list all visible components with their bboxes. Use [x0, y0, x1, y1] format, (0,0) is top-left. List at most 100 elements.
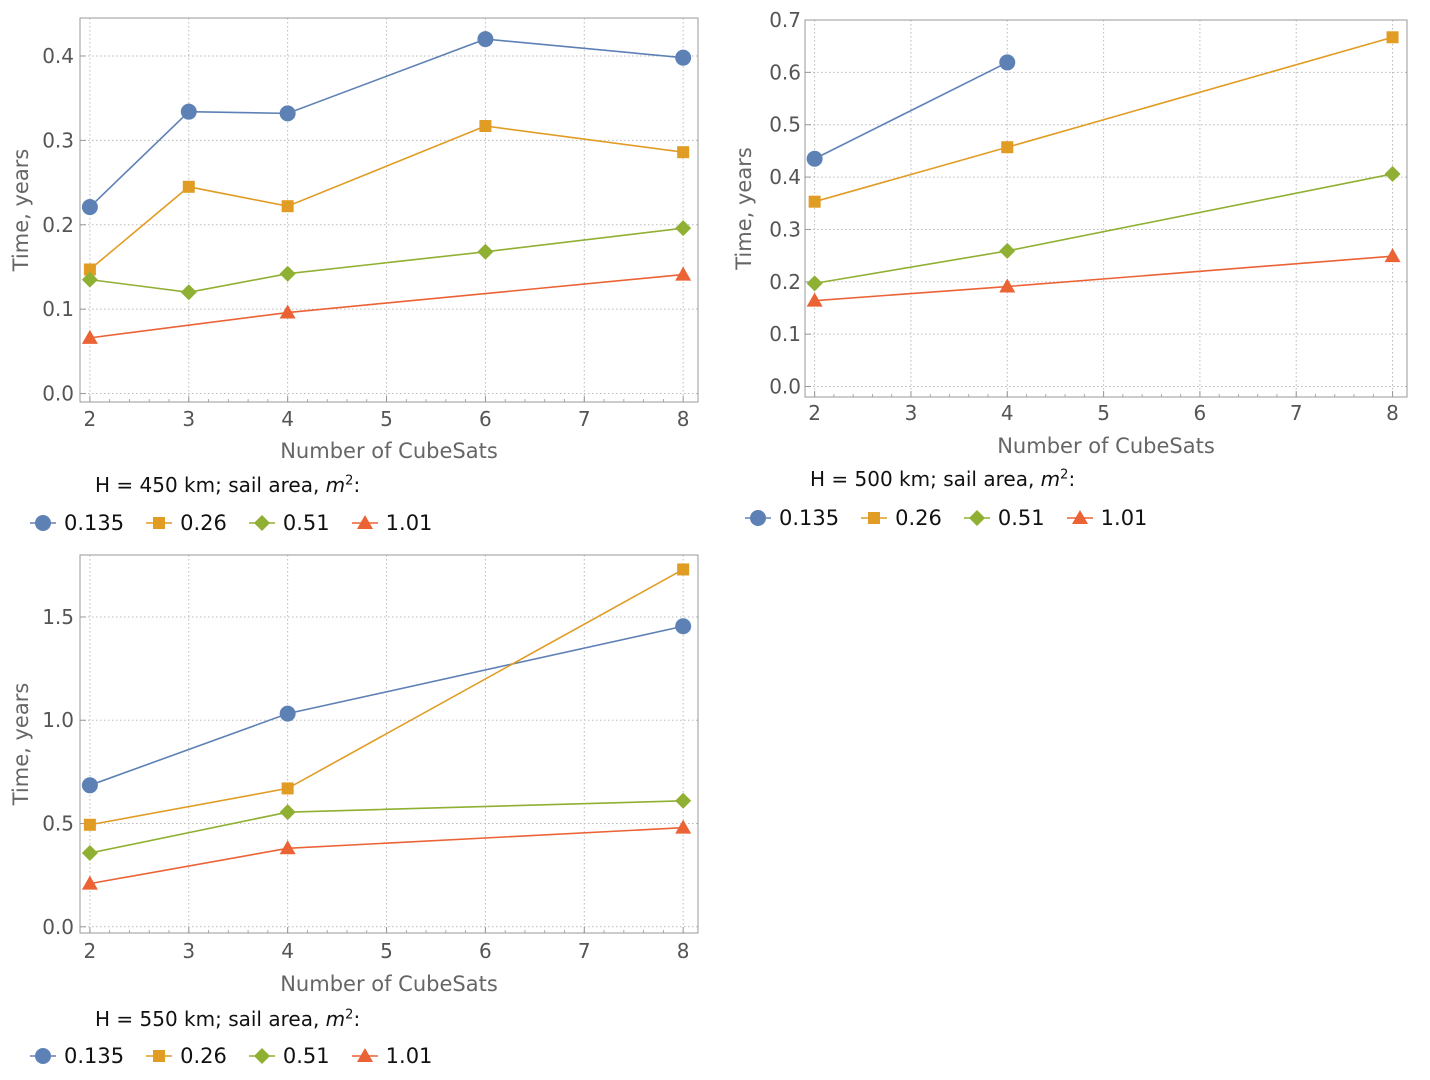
data-point-051 [180, 284, 197, 301]
series-051 [81, 792, 692, 862]
data-point-051 [999, 242, 1016, 259]
y-axis-label: Time, years [732, 147, 756, 271]
y-tick-label: 0.0 [769, 375, 801, 399]
chart-panel-550km: 2 3 4 5 6 7 8 0.0 0.5 1.0 1.5 Number of CubeSats Tim… [0, 540, 720, 1068]
x-tick-label: 3 [905, 401, 918, 425]
legend-marker-051 [248, 1048, 275, 1064]
data-point-0135 [279, 105, 296, 122]
data-point-051 [279, 804, 296, 821]
legend-symbol-101 [356, 515, 373, 529]
legend-title-exponent: 2 [345, 1007, 354, 1023]
x-axis-label: Number of CubeSats [280, 972, 498, 996]
plot-frame [79, 554, 699, 934]
legend-title-unit: m [1040, 467, 1061, 491]
series-101 [806, 248, 1401, 307]
legend-label: 0.51 [282, 1044, 330, 1068]
series-0135 [81, 618, 692, 794]
series-0135 [81, 31, 692, 216]
legend-label: 0.51 [997, 506, 1045, 530]
legend-title-500km: H = 500 km; sail area, m2: [810, 467, 1075, 491]
x-axis-label: Number of CubeSats [997, 434, 1215, 458]
y-tick-label: 0.1 [42, 297, 74, 321]
legend-symbol-026 [153, 517, 166, 529]
data-point-0135 [675, 49, 692, 66]
x-tick-label: 4 [1001, 401, 1014, 425]
legend-label: 0.135 [64, 511, 125, 535]
legend-marker-051 [248, 515, 275, 531]
legend-symbol-101 [356, 1048, 373, 1062]
legend-item-026: 0.26 [146, 1043, 227, 1069]
grid [80, 555, 698, 933]
legend-title-suffix: : [353, 473, 361, 497]
legend-title-exponent: 2 [1060, 467, 1069, 483]
data-point-101 [279, 304, 296, 319]
data-point-051 [279, 265, 296, 282]
data-point-026 [479, 120, 492, 133]
legend-title-exponent: 2 [345, 473, 354, 489]
legend-item-0135: 0.135 [30, 1043, 124, 1069]
legend-title-450km: H = 450 km; sail area, m2: [95, 473, 360, 497]
legend-title-prefix: H = 500 km; sail area, [810, 467, 1041, 491]
data-point-101 [999, 278, 1016, 293]
series-026 [83, 563, 690, 831]
legend-item-0135: 0.135 [30, 510, 124, 536]
legend-marker-101 [351, 1048, 378, 1062]
legend-label: 1.01 [1100, 506, 1148, 530]
data-point-0135 [81, 777, 98, 794]
data-point-051 [81, 845, 98, 862]
data-point-0135 [279, 705, 296, 722]
x-tick-label: 3 [182, 407, 195, 431]
data-point-051 [81, 271, 98, 288]
x-tick-label: 6 [1194, 401, 1207, 425]
x-tick-label: 6 [479, 407, 492, 431]
legend-marker-101 [351, 515, 378, 529]
y-tick-label: 1.0 [42, 708, 74, 732]
y-tick-label: 1.5 [42, 605, 74, 629]
series-line-101 [814, 255, 1393, 302]
legend-item-051: 0.51 [248, 510, 330, 536]
plot-frame [79, 17, 699, 403]
x-tick-label: 7 [578, 939, 591, 963]
legend-title-unit: m [325, 473, 346, 497]
x-tick-label: 5 [380, 939, 393, 963]
chart-500km: 2 3 4 5 6 7 8 0.0 0.1 0.2 0.3 0.4 0.5 0.6 0.7 Number of… [732, 8, 1408, 458]
x-tick-label: 4 [281, 407, 294, 431]
legend-label: 0.26 [895, 506, 942, 530]
data-point-026 [677, 146, 690, 159]
legend-item-026: 0.26 [861, 505, 942, 531]
data-point-101 [675, 819, 692, 834]
data-point-051 [1384, 165, 1401, 182]
chart-panel-450km: 2 3 4 5 6 7 8 0.0 0.1 0.2 0.3 0.4 Number of CubeSats… [0, 0, 720, 535]
x-tick-label: 2 [808, 401, 821, 425]
series-101 [81, 819, 692, 890]
series-051 [81, 220, 692, 301]
series-line-0135 [814, 61, 1008, 160]
series-026 [83, 120, 690, 276]
data-point-026 [1386, 31, 1399, 44]
legend-item-051: 0.51 [248, 1043, 330, 1069]
data-point-051 [675, 220, 692, 237]
y-tick-label: 0.6 [769, 60, 801, 84]
data-point-101 [81, 329, 98, 344]
x-axis-label: Number of CubeSats [280, 439, 498, 463]
series-line-026 [89, 125, 684, 271]
legend-title-550km: H = 550 km; sail area, m2: [95, 1007, 360, 1031]
y-tick-label: 0.3 [769, 217, 801, 241]
y-tick-label: 0.0 [42, 382, 74, 406]
legend-title-suffix: : [1068, 467, 1076, 491]
legend-symbol-051 [253, 515, 270, 531]
legend-symbol-051 [968, 510, 985, 526]
legend-symbol-026 [153, 1050, 166, 1062]
y-axis-label: Time, years [9, 683, 33, 807]
legend-title-prefix: H = 450 km; sail area, [95, 473, 326, 497]
y-tick-label: 0.1 [769, 322, 801, 346]
chart-550km: 2 3 4 5 6 7 8 0.0 0.5 1.0 1.5 Number of CubeSats Tim… [9, 554, 699, 996]
plot-frame [804, 19, 1408, 398]
data-point-026 [281, 782, 294, 795]
legend-symbol-101 [1071, 510, 1088, 524]
legend-item-101: 1.01 [351, 510, 432, 536]
legend-item-101: 1.01 [351, 1043, 432, 1069]
legend-marker-051 [963, 510, 990, 526]
x-tick-label: 5 [1097, 401, 1110, 425]
legend-item-026: 0.26 [146, 510, 227, 536]
